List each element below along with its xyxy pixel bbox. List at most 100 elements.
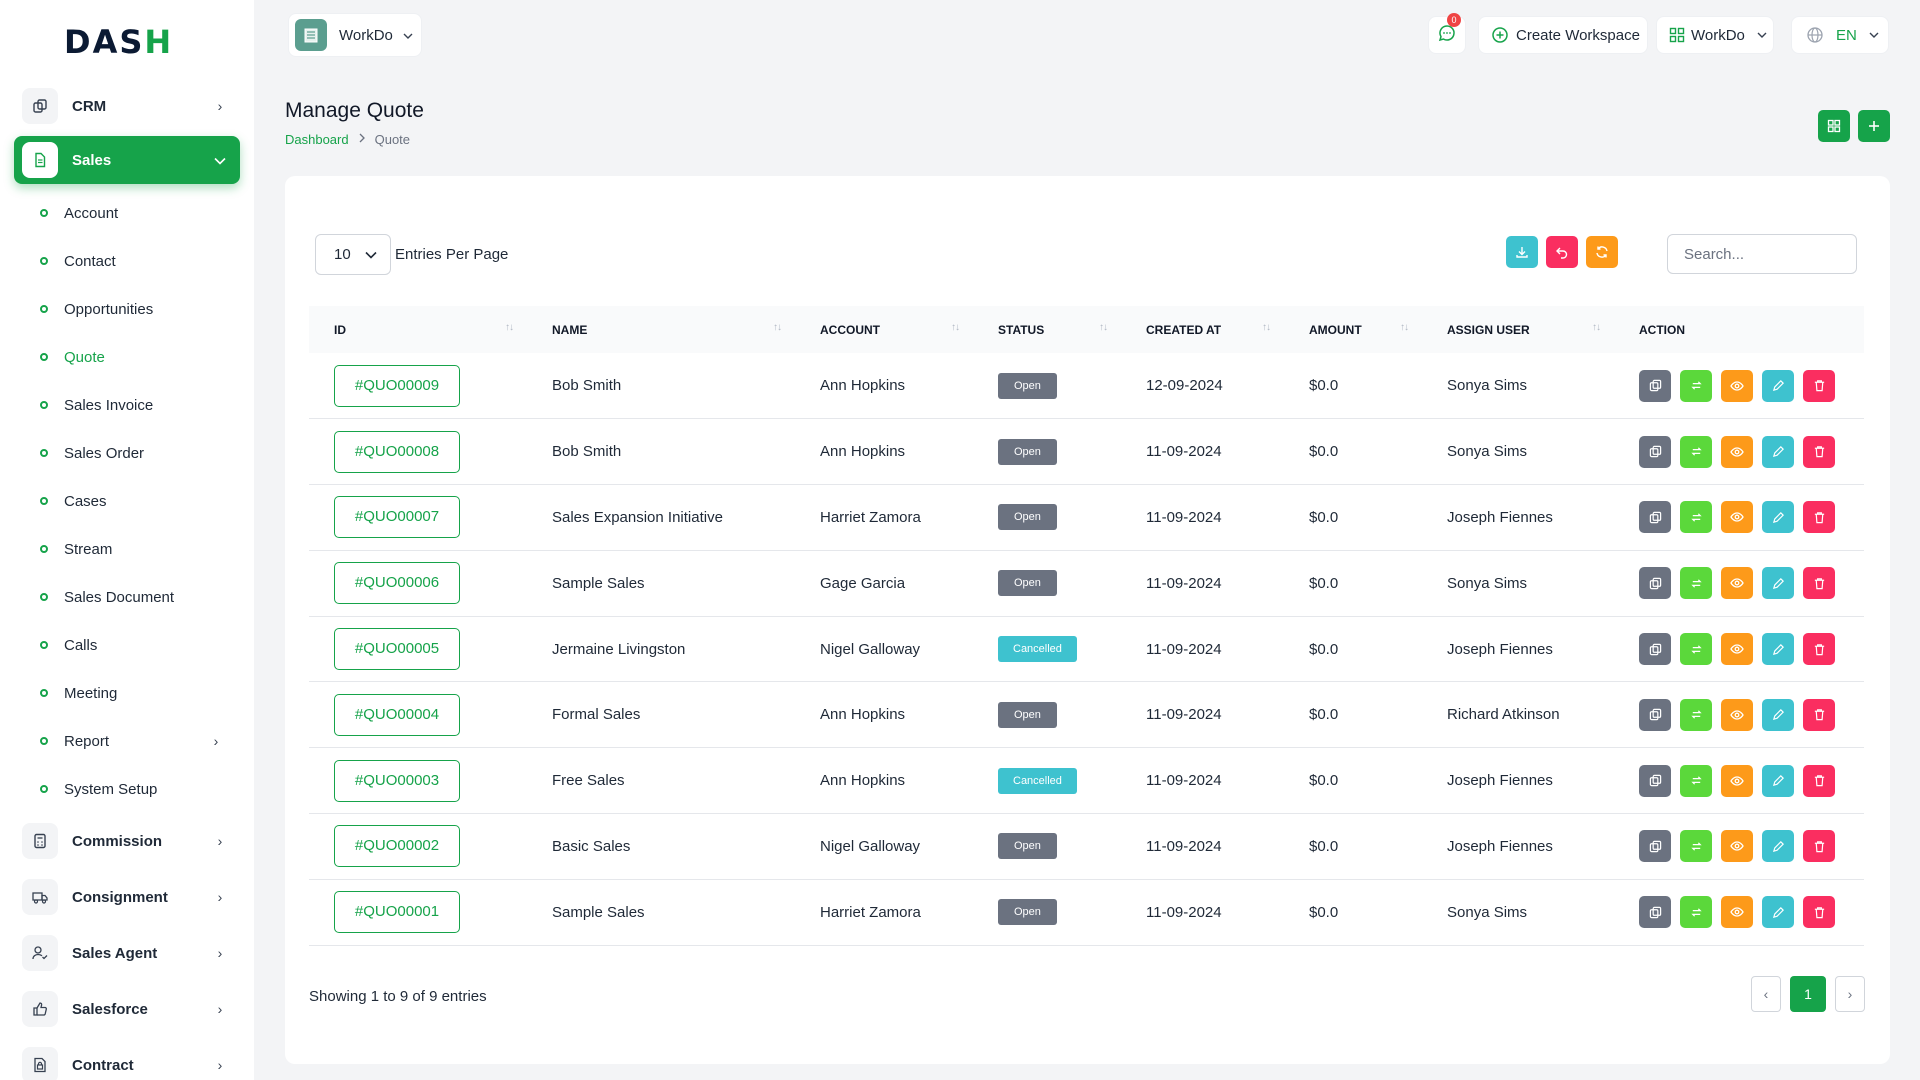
sidebar-sub-calls[interactable]: Calls — [40, 630, 240, 660]
convert-button[interactable] — [1680, 698, 1712, 731]
delete-button[interactable] — [1803, 567, 1835, 600]
sidebar-sub-meeting[interactable]: Meeting — [40, 678, 240, 708]
edit-button[interactable] — [1762, 830, 1794, 863]
duplicate-button[interactable] — [1639, 698, 1671, 731]
workspace-selector[interactable]: WorkDo — [288, 13, 422, 57]
delete-button[interactable] — [1803, 698, 1835, 731]
workspace-menu-button[interactable]: WorkDo — [1656, 16, 1774, 54]
sidebar-sub-stream[interactable]: Stream — [40, 534, 240, 564]
add-quote-button[interactable] — [1858, 110, 1890, 142]
quote-id-button[interactable]: #QUO00002 — [334, 825, 460, 868]
delete-button[interactable] — [1803, 369, 1835, 402]
sidebar-item-consignment[interactable]: Consignment › — [14, 873, 240, 921]
convert-button[interactable] — [1680, 830, 1712, 863]
sidebar-sub-sales-document[interactable]: Sales Document — [40, 582, 240, 612]
convert-button[interactable] — [1680, 896, 1712, 929]
quote-id-button[interactable]: #QUO00003 — [334, 759, 460, 802]
duplicate-button[interactable] — [1639, 896, 1671, 929]
quote-id-button[interactable]: #QUO00004 — [334, 693, 460, 736]
delete-button[interactable] — [1803, 830, 1835, 863]
column-header-id[interactable]: ID ↑↓ — [334, 322, 514, 337]
convert-button[interactable] — [1680, 435, 1712, 468]
view-button[interactable] — [1721, 435, 1753, 468]
edit-button[interactable] — [1762, 369, 1794, 402]
messages-button[interactable]: 0 — [1428, 13, 1466, 54]
convert-button[interactable] — [1680, 369, 1712, 402]
sidebar-sub-sales-invoice[interactable]: Sales Invoice — [40, 390, 240, 420]
export-button[interactable] — [1506, 236, 1538, 268]
delete-button[interactable] — [1803, 435, 1835, 468]
quote-id-button[interactable]: #QUO00006 — [334, 562, 460, 605]
sidebar-item-commission[interactable]: Commission › — [14, 817, 240, 865]
quote-id-button[interactable]: #QUO00005 — [334, 628, 460, 671]
duplicate-button[interactable] — [1639, 764, 1671, 797]
convert-button[interactable] — [1680, 501, 1712, 534]
reset-button[interactable] — [1546, 236, 1578, 268]
duplicate-button[interactable] — [1639, 567, 1671, 600]
sidebar-item-contract[interactable]: Contract › — [14, 1041, 240, 1080]
delete-button[interactable] — [1803, 633, 1835, 666]
create-workspace-button[interactable]: Create Workspace — [1478, 16, 1648, 54]
cell-name: Sales Expansion Initiative — [552, 508, 723, 526]
quote-id-button[interactable]: #QUO00009 — [334, 364, 460, 407]
edit-button[interactable] — [1762, 764, 1794, 797]
sidebar-sub-opportunities[interactable]: Opportunities — [40, 294, 240, 324]
delete-button[interactable] — [1803, 501, 1835, 534]
edit-button[interactable] — [1762, 896, 1794, 929]
brand-logo[interactable]: DASH — [64, 23, 174, 61]
quote-id-button[interactable]: #QUO00008 — [334, 430, 460, 473]
column-header-created-at[interactable]: CREATED AT ↑↓ — [1146, 322, 1271, 337]
column-header-account[interactable]: ACCOUNT ↑↓ — [820, 322, 960, 337]
undo-icon — [1555, 245, 1569, 259]
edit-button[interactable] — [1762, 567, 1794, 600]
search-input[interactable] — [1667, 234, 1857, 274]
quote-id-button[interactable]: #QUO00001 — [334, 891, 460, 934]
view-button[interactable] — [1721, 764, 1753, 797]
delete-button[interactable] — [1803, 764, 1835, 797]
sidebar-sub-cases[interactable]: Cases — [40, 486, 240, 516]
view-button[interactable] — [1721, 698, 1753, 731]
column-header-name[interactable]: NAME ↑↓ — [552, 322, 782, 337]
sidebar-sub-sales-order[interactable]: Sales Order — [40, 438, 240, 468]
edit-button[interactable] — [1762, 633, 1794, 666]
edit-button[interactable] — [1762, 435, 1794, 468]
pagination-next-button[interactable]: › — [1835, 976, 1865, 1012]
column-header-assign-user[interactable]: ASSIGN USER ↑↓ — [1447, 322, 1601, 337]
duplicate-button[interactable] — [1639, 830, 1671, 863]
language-selector[interactable]: EN — [1791, 16, 1889, 54]
duplicate-button[interactable] — [1639, 435, 1671, 468]
sidebar-sub-system-setup[interactable]: System Setup — [40, 774, 240, 804]
entries-per-page-select[interactable]: 10 — [315, 234, 391, 275]
view-button[interactable] — [1721, 896, 1753, 929]
sidebar-item-crm[interactable]: CRM › — [14, 82, 240, 130]
convert-button[interactable] — [1680, 764, 1712, 797]
sidebar-item-sales-agent[interactable]: Sales Agent › — [14, 929, 240, 977]
sidebar-sub-account[interactable]: Account — [40, 198, 240, 228]
pagination-page-1[interactable]: 1 — [1790, 976, 1826, 1012]
duplicate-button[interactable] — [1639, 633, 1671, 666]
breadcrumb-dashboard-link[interactable]: Dashboard — [285, 132, 349, 147]
edit-button[interactable] — [1762, 501, 1794, 534]
convert-button[interactable] — [1680, 633, 1712, 666]
view-button[interactable] — [1721, 633, 1753, 666]
sidebar-sub-report[interactable]: Report › — [40, 726, 240, 756]
duplicate-button[interactable] — [1639, 369, 1671, 402]
view-button[interactable] — [1721, 369, 1753, 402]
convert-button[interactable] — [1680, 567, 1712, 600]
delete-button[interactable] — [1803, 896, 1835, 929]
duplicate-button[interactable] — [1639, 501, 1671, 534]
reload-button[interactable] — [1586, 236, 1618, 268]
sidebar-sub-quote[interactable]: Quote — [40, 342, 240, 372]
view-button[interactable] — [1721, 501, 1753, 534]
pagination-prev-button[interactable]: ‹ — [1751, 976, 1781, 1012]
quote-id-button[interactable]: #QUO00007 — [334, 496, 460, 539]
view-button[interactable] — [1721, 567, 1753, 600]
grid-view-button[interactable] — [1818, 110, 1850, 142]
view-button[interactable] — [1721, 830, 1753, 863]
sidebar-sub-contact[interactable]: Contact — [40, 246, 240, 276]
column-header-amount[interactable]: AMOUNT ↑↓ — [1309, 322, 1409, 337]
edit-button[interactable] — [1762, 698, 1794, 731]
sidebar-item-salesforce[interactable]: Salesforce › — [14, 985, 240, 1033]
column-header-status[interactable]: STATUS ↑↓ — [998, 322, 1108, 337]
sidebar-item-sales[interactable]: Sales — [14, 136, 240, 184]
